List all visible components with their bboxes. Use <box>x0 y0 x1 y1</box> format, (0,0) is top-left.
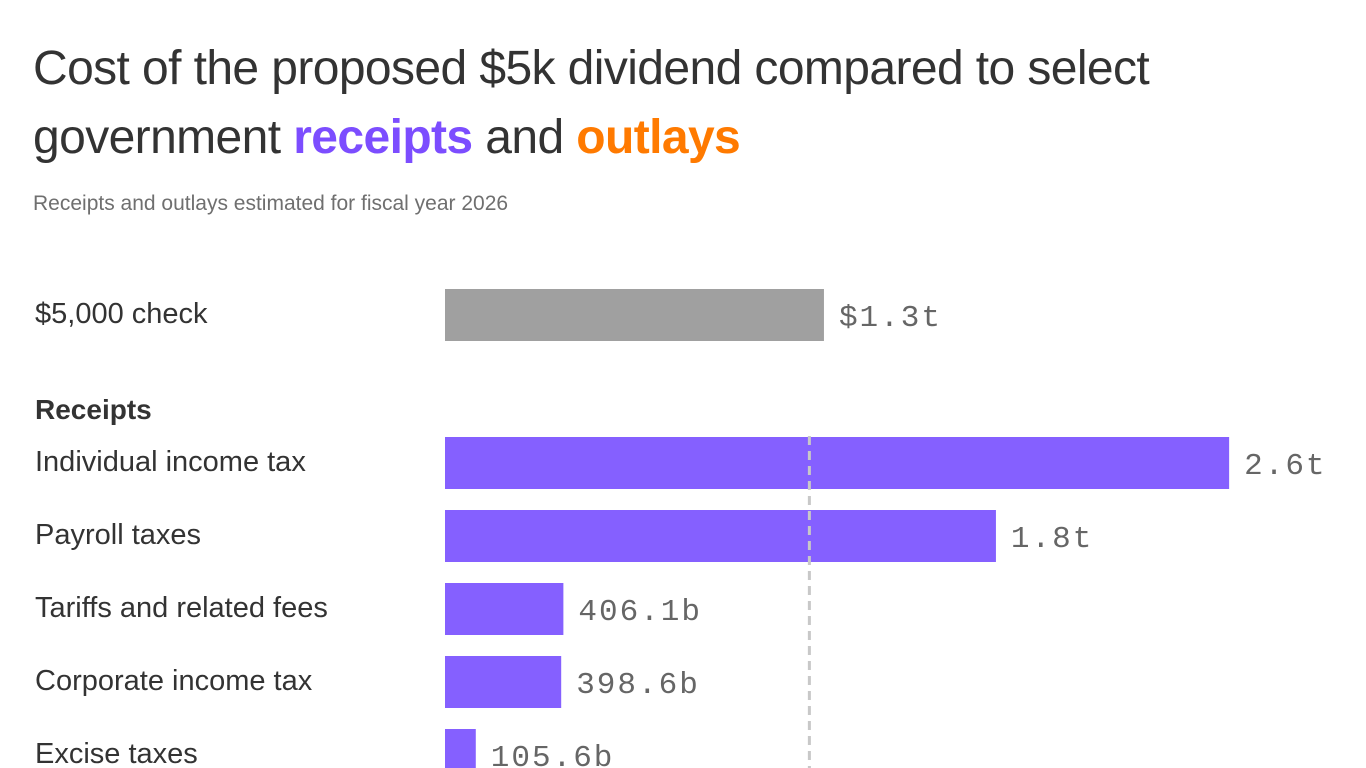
value-label: $1.3t <box>839 301 942 336</box>
category-label: Excise taxes <box>35 738 198 768</box>
bars-group <box>445 289 1230 768</box>
bar-receipts <box>445 437 1230 489</box>
bar-receipts <box>445 656 562 708</box>
labels-group: $5,000 check $1.3t Receipts Individual inco… <box>35 298 1326 768</box>
section-heading: Receipts <box>35 394 152 425</box>
value-label: 1.8t <box>1011 522 1093 557</box>
chart-title: Cost of the proposed $5k dividend compar… <box>33 34 1353 172</box>
category-label: Tariffs and related fees <box>35 592 328 624</box>
title-receipts-word: receipts <box>293 111 473 164</box>
title-prefix: Cost of the proposed $5k dividend compar… <box>33 42 1150 164</box>
title-outlays-word: outlays <box>576 111 741 164</box>
value-label: 2.6t <box>1244 449 1326 484</box>
bar-receipts <box>445 729 476 768</box>
category-label: $5,000 check <box>35 298 208 330</box>
bar-receipts <box>445 583 564 635</box>
category-label: Payroll taxes <box>35 519 201 551</box>
title-middle: and <box>472 111 577 164</box>
bar-check <box>445 289 824 341</box>
chart-subtitle: Receipts and outlays estimated for fisca… <box>33 192 509 215</box>
bar-receipts <box>445 510 996 562</box>
value-label: 398.6b <box>576 668 700 703</box>
value-label: 406.1b <box>578 595 702 630</box>
category-label: Corporate income tax <box>35 665 313 697</box>
value-label: 105.6b <box>491 741 615 768</box>
category-label: Individual income tax <box>35 446 306 478</box>
